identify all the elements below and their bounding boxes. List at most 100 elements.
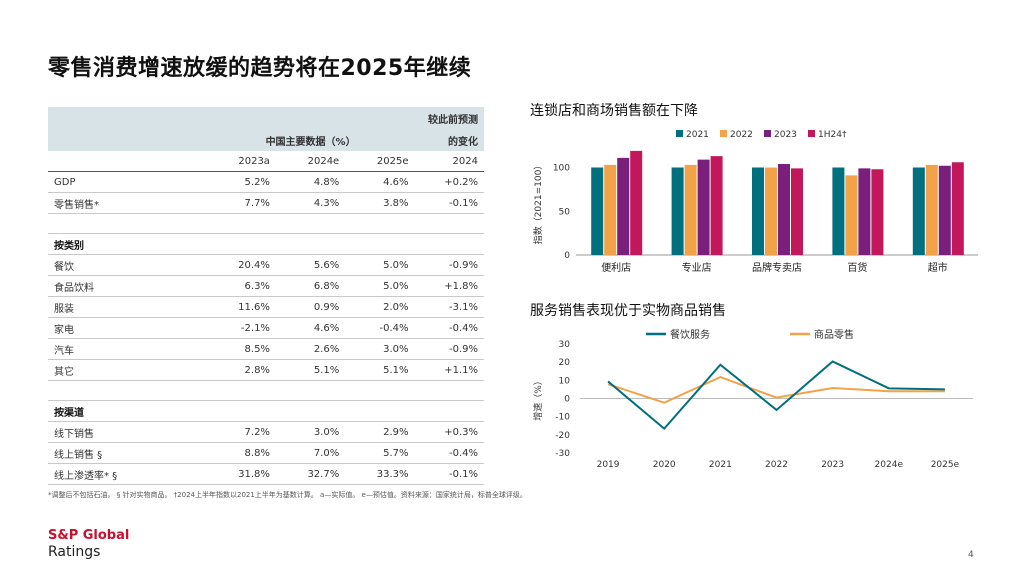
- legend-label: 2023: [774, 130, 797, 140]
- y-tick-label: 0: [564, 251, 570, 261]
- row-label: 汽车: [48, 338, 207, 360]
- bar: [765, 167, 777, 255]
- bar: [938, 165, 951, 255]
- cell-value: -0.1%: [414, 463, 484, 485]
- bar: [697, 159, 710, 255]
- bar-chart-title: 连锁店和商场销售额在下降: [530, 103, 698, 119]
- cell-value: -0.4%: [414, 317, 484, 339]
- page-title: 零售消费增速放缓的趋势将在2025年继续: [48, 56, 472, 81]
- legend-label: 商品零售: [814, 328, 854, 341]
- table-row: 线上销售 § 8.8% 7.0% 5.7% -0.4%: [48, 442, 484, 464]
- cell-value: 0.9%: [275, 296, 346, 318]
- y-tick-label: 10: [559, 376, 571, 386]
- table-column-header-row: 2023a 2024e 2025e 2024: [48, 151, 484, 172]
- cell-value: 5.7%: [345, 442, 415, 464]
- cell-value: [275, 400, 346, 422]
- bar: [604, 164, 617, 255]
- cell-value: [414, 380, 484, 401]
- x-tick-label: 2020: [653, 460, 676, 470]
- cell-value: 5.6%: [275, 254, 346, 276]
- data-table: 较此前预测 中国主要数据（%） 的变化 2023a 2024e 2025e 20…: [48, 107, 484, 485]
- series-line: [607, 360, 945, 431]
- bar: [858, 168, 871, 255]
- table-row: 线下销售 7.2% 3.0% 2.9% +0.3%: [48, 421, 484, 443]
- cell-value: 32.7%: [275, 463, 346, 485]
- bar: [630, 150, 643, 255]
- bar: [832, 167, 845, 255]
- cell-value: [345, 380, 415, 401]
- table-header-row: 中国主要数据（%） 的变化: [48, 129, 484, 151]
- table-row: 零售销售* 7.7% 4.3% 3.8% -0.1%: [48, 192, 484, 214]
- row-label: 餐饮: [48, 254, 207, 276]
- cell-value: 2.9%: [345, 421, 415, 443]
- cell-value: 8.8%: [206, 442, 276, 464]
- cell-value: [206, 233, 276, 255]
- cell-value: [275, 213, 346, 234]
- row-label: GDP: [48, 171, 207, 193]
- cell-value: [414, 400, 484, 422]
- header-group: 中国主要数据（%）: [206, 129, 415, 151]
- bar: [671, 167, 684, 255]
- table-row: 线上渗透率* § 31.8% 32.7% 33.3% -0.1%: [48, 463, 484, 485]
- cell-value: 5.1%: [275, 359, 346, 381]
- cell-value: [275, 233, 346, 255]
- table-row: 其它 2.8% 5.1% 5.1% +1.1%: [48, 359, 484, 381]
- cell-value: 3.8%: [345, 192, 415, 214]
- y-axis-label: 指数（2021=100）: [532, 161, 544, 245]
- table-spacer-row: [48, 380, 484, 401]
- cell-value: 4.6%: [275, 317, 346, 339]
- table-section-row: 按类别: [48, 233, 484, 255]
- page-number: 4: [968, 550, 974, 560]
- table-row: 家电 -2.1% 4.6% -0.4% -0.4%: [48, 317, 484, 339]
- x-tick-label: 专业店: [682, 261, 712, 274]
- cell-value: 20.4%: [206, 254, 276, 276]
- x-tick-label: 2023: [821, 460, 844, 470]
- cell-value: 6.3%: [206, 275, 276, 297]
- column-header: 2023a: [206, 151, 276, 172]
- cell-value: +0.2%: [414, 171, 484, 193]
- cell-value: [345, 233, 415, 255]
- bar: [912, 167, 925, 255]
- table-spacer-row: [48, 213, 484, 234]
- x-tick-label: 2025e: [931, 460, 960, 470]
- cell-value: [206, 213, 276, 234]
- table-row: 餐饮 20.4% 5.6% 5.0% -0.9%: [48, 254, 484, 276]
- y-tick-label: -20: [555, 431, 570, 441]
- table-row: 服装 11.6% 0.9% 2.0% -3.1%: [48, 296, 484, 318]
- series-line: [607, 375, 945, 404]
- x-tick-label: 2022: [765, 460, 788, 470]
- cell-value: [275, 380, 346, 401]
- cell-value: 2.8%: [206, 359, 276, 381]
- bar: [752, 167, 764, 255]
- brand-logo-text: S&P Global: [48, 528, 130, 543]
- table-row: GDP 5.2% 4.8% 4.6% +0.2%: [48, 171, 484, 193]
- y-tick-label: -10: [555, 413, 570, 423]
- cell-value: 11.6%: [206, 296, 276, 318]
- cell-value: [414, 213, 484, 234]
- y-tick-label: 20: [559, 358, 571, 368]
- footnote: *调整后不包括石油。 § 针对实物商品。 †2024上半年指数以2021上半年为…: [48, 491, 527, 499]
- cell-value: 7.7%: [206, 192, 276, 214]
- row-label: 线上销售 §: [48, 442, 207, 464]
- legend-swatch: [808, 130, 815, 137]
- cell-value: -3.1%: [414, 296, 484, 318]
- column-header: 2025e: [345, 151, 415, 172]
- cell-value: 8.5%: [206, 338, 276, 360]
- cell-value: 33.3%: [345, 463, 415, 485]
- cell-value: 5.1%: [345, 359, 415, 381]
- cell-value: +1.1%: [414, 359, 484, 381]
- table-row: 汽车 8.5% 2.6% 3.0% -0.9%: [48, 338, 484, 360]
- x-tick-label: 超市: [928, 261, 948, 274]
- row-label: 其它: [48, 359, 207, 381]
- row-label: [48, 380, 207, 401]
- x-tick-label: 便利店: [601, 261, 631, 274]
- cell-value: [206, 380, 276, 401]
- cell-value: [345, 400, 415, 422]
- bar: [710, 156, 723, 255]
- y-tick-label: 100: [553, 164, 570, 174]
- legend-swatch: [720, 130, 727, 137]
- cell-value: [345, 213, 415, 234]
- cell-value: 31.8%: [206, 463, 276, 485]
- cell-value: 4.3%: [275, 192, 346, 214]
- cell-value: +0.3%: [414, 421, 484, 443]
